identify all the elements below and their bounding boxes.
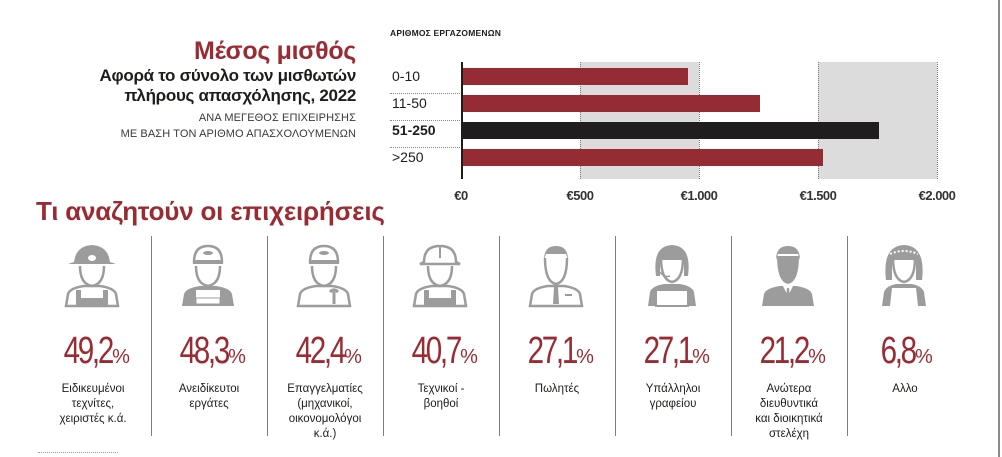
shaded-band-1500-2000 — [818, 62, 937, 179]
percentage-value: 40,7% — [411, 330, 478, 372]
percentage-value: 27,1% — [527, 330, 594, 372]
jobs-grid: 49,2% Ειδικευμένοι τεχνίτες, χειριστές κ.ά… — [35, 236, 963, 440]
row-separator — [390, 93, 460, 94]
column-divider — [383, 236, 384, 436]
chart-note: ΑΝΑ ΜΕΓΕΘΟΣ ΕΠΙΧΕΙΡΗΣΗΣ ΜΕ ΒΑΣΗ ΤΟΝ ΑΡΙΘ… — [100, 110, 356, 142]
column-divider — [847, 236, 848, 436]
job-column: 49,2% Ειδικευμένοι τεχνίτες, χειριστές κ.ά… — [35, 236, 151, 436]
job-label: Ανώτερα διευθυντικά και διοικητικά στελέχη — [755, 383, 823, 440]
x-tick-label: €1.000 — [680, 188, 718, 203]
bar — [462, 149, 823, 166]
cap-worker-icon — [182, 244, 234, 306]
job-column: 40,7% Τεχνικοί - βοηθοί — [383, 236, 499, 436]
chart-note-line1: ΑΝΑ ΜΕΓΕΘΟΣ ΕΠΙΧΕΙΡΗΣΗΣ — [198, 112, 356, 124]
x-tick-label: €1.500 — [799, 188, 837, 203]
bar — [462, 68, 688, 85]
gridline-500 — [580, 62, 581, 179]
category-label: 11-50 — [392, 95, 427, 111]
job-column: 21,2% Ανώτερα διευθυντικά και διοικητικά στ… — [731, 236, 847, 440]
job-label: Επαγγελματίες (μηχανικοί, οικονομολόγοι κ.ά… — [287, 383, 363, 440]
chart-header: Μέσος μισθός Αφορά το σύνολο των μισθωτώ… — [99, 36, 357, 142]
chart-subtitle-line1: Αφορά το σύνολο των μισθωτών — [99, 66, 357, 85]
category-label: 0-10 — [392, 68, 421, 84]
column-divider — [151, 236, 152, 436]
x-tick-label: €2.000 — [918, 188, 956, 203]
percentage-value: 27,1% — [643, 330, 710, 372]
salesman-tie-icon — [528, 246, 584, 308]
x-tick-label: €0 — [454, 188, 468, 203]
gridline-1000 — [699, 62, 700, 179]
salary-bar-chart: ΑΡΙΘΜΟΣ ΕΡΓΑΖΟΜΕΝΩΝ 0-10 11-50 51-250 >2… — [380, 20, 980, 203]
job-label: Ειδικευμένοι τεχνίτες, χειριστές κ.ά. — [59, 383, 127, 425]
bar-highlight — [462, 122, 879, 139]
bar — [462, 95, 760, 112]
job-label: Υπάλληλοι γραφείου — [645, 383, 701, 410]
y-axis-title: ΑΡΙΘΜΟΣ ΕΡΓΑΖΟΜΕΝΩΝ — [390, 28, 502, 38]
category-label: >250 — [392, 149, 424, 165]
chart-subtitle-line2: πλήρους απασχόλησης, 2022 — [124, 86, 356, 105]
job-label: Αλλο — [892, 383, 918, 395]
mechanic-wrench-icon — [296, 244, 352, 308]
y-axis-line — [461, 62, 463, 179]
percentage-value: 21,2% — [759, 330, 826, 372]
job-column: 48,3% Ανειδίκευτοι εργάτες — [151, 236, 267, 436]
gridline-2000 — [937, 62, 938, 179]
x-tick-label: €500 — [566, 188, 594, 203]
percentage-value: 49,2% — [63, 330, 130, 372]
job-label: Ανειδίκευτοι εργάτες — [178, 383, 240, 410]
percentage-value: 48,3% — [179, 330, 246, 372]
office-headset-laptop-icon — [648, 245, 696, 307]
executive-suit-icon — [762, 246, 814, 306]
column-divider — [615, 236, 616, 436]
job-column: 27,1% Υπάλληλοι γραφείου — [615, 236, 731, 436]
row-separator — [390, 120, 460, 121]
maid-apron-icon — [882, 245, 926, 306]
category-label-highlight: 51-250 — [392, 122, 436, 138]
chart-title: Μέσος μισθός — [194, 37, 356, 65]
miner-worker-icon — [64, 245, 120, 308]
job-column: 6,8% Αλλο — [847, 236, 963, 436]
gridline-1500 — [818, 62, 819, 179]
section-title: Τι αναζητούν οι επιχειρήσεις — [36, 196, 385, 226]
column-divider — [267, 236, 268, 436]
footer-dotted-line — [38, 452, 118, 453]
page-edge-divider — [998, 0, 1000, 457]
percentage-value: 6,8% — [880, 330, 933, 372]
column-divider — [499, 236, 500, 436]
column-divider — [731, 236, 732, 436]
percentage-value: 42,4% — [295, 330, 362, 372]
job-column: 27,1% Πωλητές — [499, 236, 615, 436]
hardhat-worker-icon — [412, 244, 468, 308]
job-label: Πωλητές — [534, 383, 580, 395]
job-column: 42,4% Επαγγελματίες (μηχανικοί, οικονομολό… — [267, 236, 383, 440]
chart-note-line2: ΜΕ ΒΑΣΗ ΤΟΝ ΑΡΙΘΜΟ ΑΠΑΣΧΟΛΟΥΜΕΝΩΝ — [120, 128, 356, 140]
row-separator — [390, 147, 460, 148]
job-label: Τεχνικοί - βοηθοί — [417, 383, 465, 410]
